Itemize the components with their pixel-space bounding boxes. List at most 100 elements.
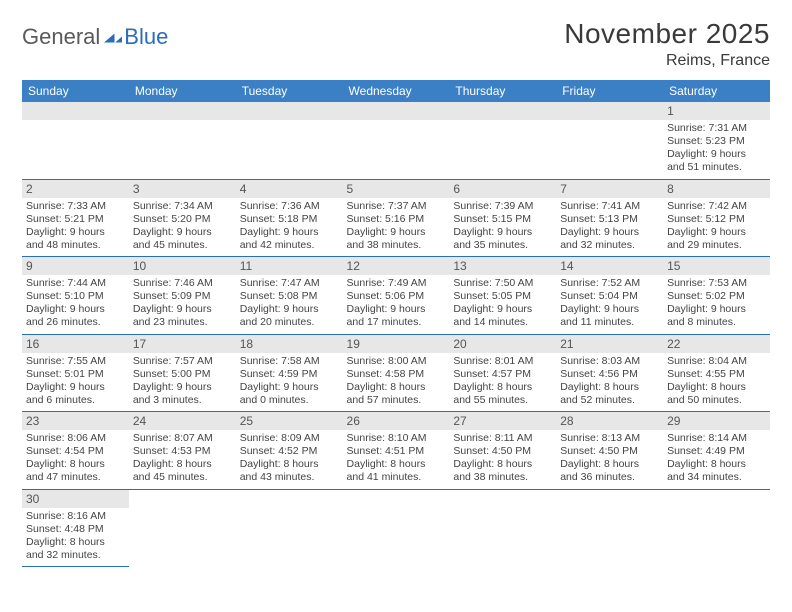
calendar-cell: 28 Sunrise: 8:13 AMSunset: 4:50 PMDayligh… (556, 412, 663, 490)
calendar-week: 23 Sunrise: 8:06 AMSunset: 4:54 PMDayligh… (22, 412, 770, 490)
day-details: Sunrise: 7:58 AMSunset: 4:59 PMDaylight:… (240, 355, 339, 408)
day-number: 15 (663, 257, 770, 275)
day-number: 28 (556, 412, 663, 430)
calendar-cell (236, 489, 343, 567)
day-number: 10 (129, 257, 236, 275)
calendar-cell: 9Sunrise: 7:44 AMSunset: 5:10 PMDaylight… (22, 257, 129, 335)
day-number: 29 (663, 412, 770, 430)
calendar-cell: 23 Sunrise: 8:06 AMSunset: 4:54 PMDayligh… (22, 412, 129, 490)
day-number: 14 (556, 257, 663, 275)
day-details: Sunrise: 7:46 AMSunset: 5:09 PMDaylight:… (133, 277, 232, 330)
calendar-body: 1Sunrise: 7:31 AMSunset: 5:23 PMDaylight… (22, 102, 770, 567)
logo-flag-icon (102, 31, 122, 49)
day-details: Sunrise: 7:55 AMSunset: 5:01 PMDaylight:… (26, 355, 125, 408)
logo-text-blue: Blue (124, 24, 168, 50)
day-details: Sunrise: 8:06 AMSunset: 4:54 PMDaylight:… (26, 432, 125, 485)
day-details: Sunrise: 8:14 AMSunset: 4:49 PMDaylight:… (667, 432, 766, 485)
day-number: 18 (236, 335, 343, 353)
calendar-cell: 15 Sunrise: 7:53 AMSunset: 5:02 PMDayligh… (663, 257, 770, 335)
day-details: Sunrise: 7:39 AMSunset: 5:15 PMDaylight:… (453, 200, 552, 253)
day-details: Sunrise: 8:07 AMSunset: 4:53 PMDaylight:… (133, 432, 232, 485)
day-number: 27 (449, 412, 556, 430)
day-details: Sunrise: 7:57 AMSunset: 5:00 PMDaylight:… (133, 355, 232, 408)
day-header: Tuesday (236, 80, 343, 102)
calendar-week: 2 Sunrise: 7:33 AMSunset: 5:21 PMDaylight… (22, 179, 770, 257)
day-number: 9 (22, 257, 129, 275)
day-header: Monday (129, 80, 236, 102)
day-number: 5 (343, 180, 450, 198)
empty-day (129, 102, 236, 120)
day-details: Sunrise: 8:10 AMSunset: 4:51 PMDaylight:… (347, 432, 446, 485)
empty-day (449, 102, 556, 120)
calendar-cell: 19Sunrise: 8:00 AMSunset: 4:58 PMDayligh… (343, 334, 450, 412)
day-details: Sunrise: 8:11 AMSunset: 4:50 PMDaylight:… (453, 432, 552, 485)
calendar-cell (343, 489, 450, 567)
day-details: Sunrise: 7:42 AMSunset: 5:12 PMDaylight:… (667, 200, 766, 253)
calendar-cell: 11Sunrise: 7:47 AMSunset: 5:08 PMDayligh… (236, 257, 343, 335)
month-title: November 2025 (564, 18, 770, 50)
day-details: Sunrise: 7:41 AMSunset: 5:13 PMDaylight:… (560, 200, 659, 253)
calendar-cell: 24 Sunrise: 8:07 AMSunset: 4:53 PMDayligh… (129, 412, 236, 490)
calendar-cell: 25 Sunrise: 8:09 AMSunset: 4:52 PMDayligh… (236, 412, 343, 490)
calendar-week: 16Sunrise: 7:55 AMSunset: 5:01 PMDayligh… (22, 334, 770, 412)
header: General Blue November 2025 Reims, France (22, 18, 770, 70)
calendar-cell: 2 Sunrise: 7:33 AMSunset: 5:21 PMDaylight… (22, 179, 129, 257)
calendar-table: Sunday Monday Tuesday Wednesday Thursday… (22, 80, 770, 567)
calendar-cell: 7Sunrise: 7:41 AMSunset: 5:13 PMDaylight… (556, 179, 663, 257)
day-number: 3 (129, 180, 236, 198)
calendar-cell (129, 102, 236, 179)
day-details: Sunrise: 7:50 AMSunset: 5:05 PMDaylight:… (453, 277, 552, 330)
day-number: 2 (22, 180, 129, 198)
calendar-cell: 3Sunrise: 7:34 AMSunset: 5:20 PMDaylight… (129, 179, 236, 257)
day-header: Wednesday (343, 80, 450, 102)
calendar-cell: 5Sunrise: 7:37 AMSunset: 5:16 PMDaylight… (343, 179, 450, 257)
day-details: Sunrise: 7:33 AMSunset: 5:21 PMDaylight:… (26, 200, 125, 253)
day-details: Sunrise: 7:49 AMSunset: 5:06 PMDaylight:… (347, 277, 446, 330)
calendar-cell: 13Sunrise: 7:50 AMSunset: 5:05 PMDayligh… (449, 257, 556, 335)
calendar-cell: 12Sunrise: 7:49 AMSunset: 5:06 PMDayligh… (343, 257, 450, 335)
calendar-week: 1Sunrise: 7:31 AMSunset: 5:23 PMDaylight… (22, 102, 770, 179)
calendar-cell (129, 489, 236, 567)
calendar-week: 9Sunrise: 7:44 AMSunset: 5:10 PMDaylight… (22, 257, 770, 335)
calendar-cell: 6 Sunrise: 7:39 AMSunset: 5:15 PMDaylight… (449, 179, 556, 257)
day-details: Sunrise: 7:53 AMSunset: 5:02 PMDaylight:… (667, 277, 766, 330)
day-number: 25 (236, 412, 343, 430)
day-number: 26 (343, 412, 450, 430)
calendar-cell (236, 102, 343, 179)
empty-day (236, 102, 343, 120)
calendar-cell (449, 489, 556, 567)
day-details: Sunrise: 8:13 AMSunset: 4:50 PMDaylight:… (560, 432, 659, 485)
day-number: 30 (22, 490, 129, 508)
calendar-page: General Blue November 2025 Reims, France… (0, 0, 792, 585)
day-number: 23 (22, 412, 129, 430)
day-number: 24 (129, 412, 236, 430)
calendar-cell: 29 Sunrise: 8:14 AMSunset: 4:49 PMDayligh… (663, 412, 770, 490)
day-details: Sunrise: 8:09 AMSunset: 4:52 PMDaylight:… (240, 432, 339, 485)
logo: General Blue (22, 18, 168, 50)
day-header: Thursday (449, 80, 556, 102)
calendar-cell: 1Sunrise: 7:31 AMSunset: 5:23 PMDaylight… (663, 102, 770, 179)
title-block: November 2025 Reims, France (564, 18, 770, 70)
calendar-cell: 4Sunrise: 7:36 AMSunset: 5:18 PMDaylight… (236, 179, 343, 257)
day-number: 1 (663, 102, 770, 120)
calendar-week: 30 Sunrise: 8:16 AMSunset: 4:48 PMDayligh… (22, 489, 770, 567)
calendar-cell: 17Sunrise: 7:57 AMSunset: 5:00 PMDayligh… (129, 334, 236, 412)
day-number: 19 (343, 335, 450, 353)
day-header-row: Sunday Monday Tuesday Wednesday Thursday… (22, 80, 770, 102)
empty-day (343, 102, 450, 120)
day-details: Sunrise: 8:03 AMSunset: 4:56 PMDaylight:… (560, 355, 659, 408)
empty-day (22, 102, 129, 120)
day-details: Sunrise: 8:04 AMSunset: 4:55 PMDaylight:… (667, 355, 766, 408)
day-details: Sunrise: 8:16 AMSunset: 4:48 PMDaylight:… (26, 510, 125, 563)
calendar-cell (556, 489, 663, 567)
calendar-cell: 27 Sunrise: 8:11 AMSunset: 4:50 PMDayligh… (449, 412, 556, 490)
calendar-cell: 21Sunrise: 8:03 AMSunset: 4:56 PMDayligh… (556, 334, 663, 412)
day-number: 4 (236, 180, 343, 198)
day-details: Sunrise: 7:47 AMSunset: 5:08 PMDaylight:… (240, 277, 339, 330)
day-number: 20 (449, 335, 556, 353)
calendar-cell: 26 Sunrise: 8:10 AMSunset: 4:51 PMDayligh… (343, 412, 450, 490)
calendar-cell (343, 102, 450, 179)
day-number: 6 (449, 180, 556, 198)
day-details: Sunrise: 8:01 AMSunset: 4:57 PMDaylight:… (453, 355, 552, 408)
calendar-cell: 14Sunrise: 7:52 AMSunset: 5:04 PMDayligh… (556, 257, 663, 335)
